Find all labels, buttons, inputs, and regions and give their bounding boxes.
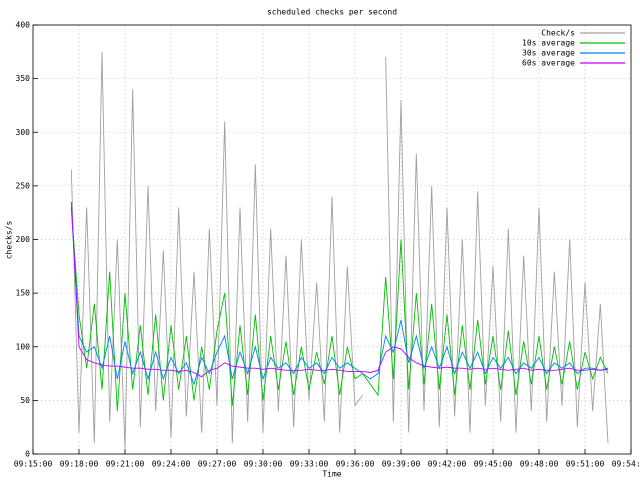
legend-label: Check/s <box>541 29 575 38</box>
x-tick-label: 09:48:00 <box>520 460 559 469</box>
y-tick-label: 150 <box>16 289 31 298</box>
x-axis-label: Time <box>322 470 341 479</box>
legend-label: 60s average <box>522 59 575 68</box>
y-tick-label: 100 <box>16 342 31 351</box>
y-tick-label: 300 <box>16 128 31 137</box>
x-tick-label: 09:54:00 <box>612 460 640 469</box>
x-tick-label: 09:45:00 <box>474 460 513 469</box>
legend-label: 30s average <box>522 49 575 58</box>
series-line <box>70 201 609 378</box>
x-tick-label: 09:33:00 <box>290 460 329 469</box>
y-axis-label: checks/s <box>5 221 14 260</box>
y-tick-label: 350 <box>16 74 31 83</box>
x-tick-label: 09:30:00 <box>244 460 283 469</box>
x-tick-label: 09:42:00 <box>428 460 467 469</box>
legend-label: 10s average <box>522 39 575 48</box>
plot-border <box>32 24 632 455</box>
y-tick-label: 200 <box>16 235 31 244</box>
series-line <box>70 51 364 449</box>
x-tick-label: 09:15:00 <box>14 460 53 469</box>
x-tick-label: 09:36:00 <box>336 460 375 469</box>
x-tick-label: 09:21:00 <box>106 460 145 469</box>
x-tick-label: 09:39:00 <box>382 460 421 469</box>
y-tick-label: 250 <box>16 181 31 190</box>
y-tick-label: 400 <box>16 21 31 30</box>
x-tick-label: 09:18:00 <box>60 460 99 469</box>
chart-title: scheduled checks per second <box>267 8 397 17</box>
y-tick-label: 0 <box>25 450 30 459</box>
x-tick-label: 09:24:00 <box>152 460 191 469</box>
x-tick-label: 09:51:00 <box>566 460 605 469</box>
y-tick-label: 50 <box>20 396 30 405</box>
x-tick-label: 09:27:00 <box>198 460 237 469</box>
series-line <box>70 207 609 412</box>
